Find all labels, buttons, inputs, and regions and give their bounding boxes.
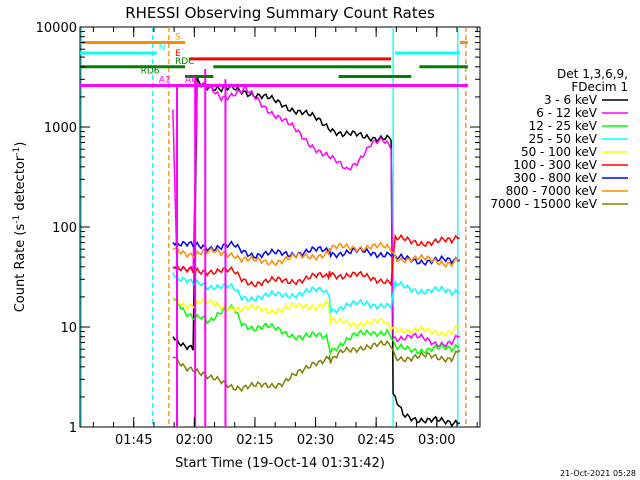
legend-label-25-50-kev: 25 - 50 keV: [529, 132, 598, 146]
legend-label-6-12-kev: 6 - 12 keV: [536, 106, 598, 120]
series-line-100-300-kev: [172, 233, 461, 288]
legend-item-50-100-kev: 50 - 100 keV: [521, 145, 628, 159]
legend-label-300-800-kev: 300 - 800 keV: [513, 171, 597, 185]
legend-label-100-300-kev: 100 - 300 keV: [513, 158, 597, 172]
series-100-300-kev: [172, 233, 461, 288]
series-line-50-100-kev: [172, 296, 461, 338]
annotation-label-a1: A1: [159, 76, 171, 86]
legend-item-100-300-kev: 100 - 300 keV: [513, 158, 628, 172]
series-line-800-7000-kev: [172, 241, 461, 269]
series-25-50-kev: [172, 272, 460, 317]
y-tick-label-1: 1: [69, 421, 77, 436]
legend-header-0: Det 1,3,6,9,: [557, 67, 628, 81]
y-tick-label-10000: 10000: [36, 21, 77, 36]
y-axis-title-main: Count Rate (s: [13, 224, 28, 313]
legend-item-7000-15000-kev: 7000 - 15000 keV: [490, 197, 628, 211]
legend-label-800-7000-kev: 800 - 7000 keV: [506, 184, 598, 198]
footer-timestamp: 21-Oct-2021 05:28: [560, 469, 636, 478]
x-tick-label-02-15: 02:15: [236, 433, 273, 448]
y-tick-label-1000: 1000: [44, 121, 77, 136]
legend-item-6-12-kev: 6 - 12 keV: [536, 106, 628, 120]
annotation-label-n: N: [159, 43, 166, 53]
legend-item-300-800-kev: 300 - 800 keV: [513, 171, 628, 185]
annotation-rd6-5: RD6: [141, 66, 412, 78]
annotation-label-rdc: RDC: [175, 57, 194, 67]
x-tick-label-01-45: 01:45: [115, 433, 152, 448]
x-axis-title: Start Time (19-Oct-14 01:31:42): [175, 456, 385, 471]
series-800-7000-kev: [172, 241, 461, 269]
y-tick-label-100: 100: [52, 221, 77, 236]
annotation-s-0: S: [80, 32, 186, 44]
x-tick-label-02-30: 02:30: [297, 433, 334, 448]
annotation-label-a0: A0: [185, 76, 197, 86]
y-axis-title-sup1: -1: [12, 215, 22, 224]
annotation-e-3: E: [175, 49, 392, 61]
legend-item-12-25-kev: 12 - 25 keV: [529, 119, 628, 133]
annotation-label-rd6: RD6: [141, 66, 160, 76]
series-6-12-kev: [172, 80, 461, 348]
series-line-12-25-kev: [172, 296, 461, 356]
legend-label-3-6-kev: 3 - 6 keV: [544, 93, 598, 107]
series-50-100-kev: [172, 296, 461, 338]
annotation-a0-7: A0: [172, 76, 226, 88]
series-12-25-kev: [172, 296, 461, 356]
chart-title: RHESSI Observing Summary Count Rates: [125, 4, 435, 22]
x-tick-label-02-45: 02:45: [357, 433, 394, 448]
legend-item-25-50-kev: 25 - 50 keV: [529, 132, 628, 146]
y-tick-label-10: 10: [60, 321, 77, 336]
series-line-25-50-kev: [172, 272, 460, 317]
annotation-rdc-4: RDC: [80, 57, 468, 69]
series-7000-15000-kev: [172, 339, 461, 393]
series-line-7000-15000-kev: [172, 339, 461, 393]
legend-label-12-25-kev: 12 - 25 keV: [529, 119, 598, 133]
annotation-label-e: E: [175, 49, 181, 59]
legend-header-1: FDecim 1: [571, 80, 628, 94]
y-axis-title-sup2: -1: [12, 147, 22, 156]
y-axis-title-end: ): [13, 142, 28, 147]
annotation-label-s: S: [175, 32, 181, 42]
legend-item-800-7000-kev: 800 - 7000 keV: [506, 184, 628, 198]
series-line-3-6-kev: [172, 77, 460, 428]
x-tick-label-03-00: 03:00: [418, 433, 455, 448]
series-3-6-kev: [172, 77, 460, 428]
x-tick-label-02-00: 02:00: [176, 433, 213, 448]
y-axis-title: Count Rate (s-1 detector-1): [12, 142, 28, 313]
series-line-6-12-kev: [172, 80, 461, 348]
axes-layer: 1 10 100 1000 10000 01:45 02:00 02:15 02:30 02:45…: [36, 21, 480, 448]
annotation-n-2: N: [80, 43, 460, 55]
legend-label-7000-15000-kev: 7000 - 15000 keV: [490, 197, 597, 211]
series-layer: [172, 69, 461, 428]
annotation-a1-6: A1: [80, 76, 468, 88]
vline-layer: [80, 27, 467, 427]
y-axis-title-mid: detector: [13, 155, 28, 215]
legend-item-3-6-kev: 3 - 6 keV: [544, 93, 628, 107]
legend-label-50-100-kev: 50 - 100 keV: [521, 145, 598, 159]
